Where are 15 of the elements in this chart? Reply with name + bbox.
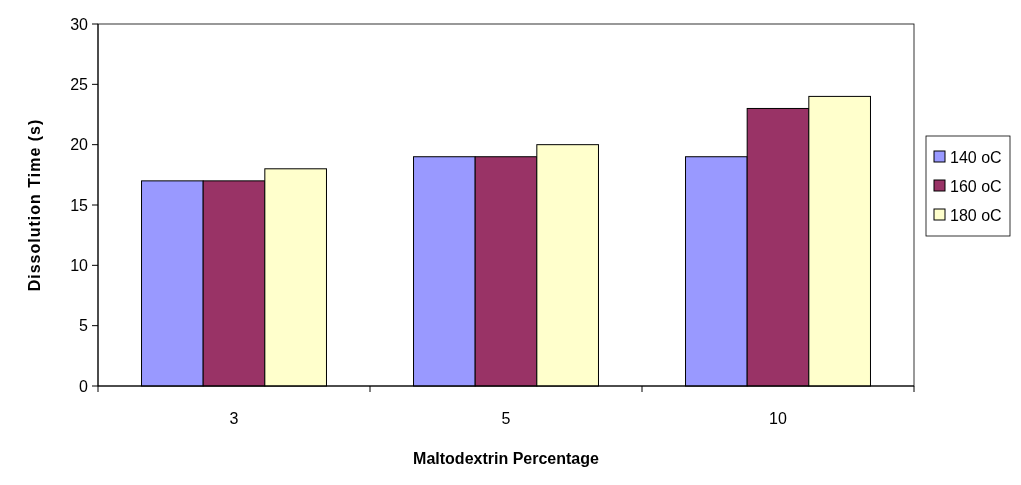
legend-label: 180 oC (950, 206, 1002, 224)
legend-label: 160 oC (950, 177, 1002, 195)
y-tick-label: 20 (70, 136, 89, 154)
y-tick-label: 0 (79, 377, 89, 395)
y-axis-title: Dissolution Time (s) (26, 118, 43, 292)
x-tick-label: 3 (229, 410, 239, 427)
y-tick-label: 30 (70, 15, 89, 33)
x-axis-title: Maltodextrin Percentage (413, 450, 600, 467)
legend-label: 140 oC (950, 148, 1002, 166)
y-tick-label: 5 (79, 317, 89, 335)
y-tick-label: 25 (70, 75, 89, 93)
x-tick-label: 10 (769, 410, 787, 427)
y-tick-label: 15 (70, 196, 89, 214)
x-tick-label: 5 (501, 410, 511, 427)
y-tick-label: 10 (70, 256, 89, 274)
